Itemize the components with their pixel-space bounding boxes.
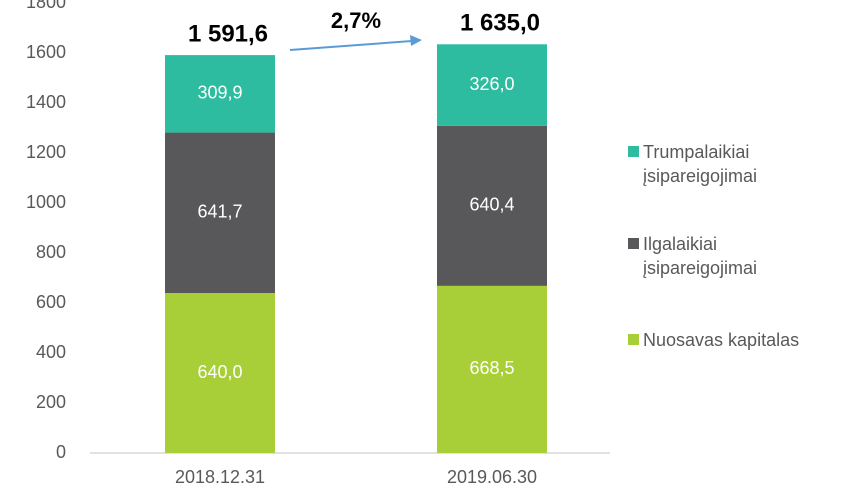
legend-item: Ilgalaikiai įsipareigojimai [628, 232, 843, 280]
x-tick-label: 2019.06.30 [447, 467, 537, 487]
total-label: 1 635,0 [460, 10, 540, 37]
bar-segment [165, 293, 275, 453]
growth-arrow [289, 40, 413, 51]
total-label: 1 591,6 [188, 20, 268, 47]
y-tick-label: 1400 [26, 92, 66, 112]
legend-label: Ilgalaikiai įsipareigojimai [643, 234, 758, 278]
y-tick-label: 600 [36, 292, 66, 312]
bar-segment [437, 125, 547, 286]
bar-segment [437, 44, 547, 126]
y-tick-label: 1600 [26, 42, 66, 62]
bar-segment [165, 132, 275, 293]
legend-swatch [628, 334, 639, 345]
value-label: 326,0 [469, 74, 514, 94]
y-tick-label: 1000 [26, 192, 66, 212]
x-tick-label: 2018.12.31 [175, 467, 265, 487]
value-label: 640,4 [469, 195, 514, 215]
legend-label: Trumpalaikiai įsipareigojimai [643, 142, 758, 186]
bar-segment [437, 285, 547, 453]
value-label: 309,9 [197, 83, 242, 103]
arrow-head [410, 35, 422, 46]
legend-item: Nuosavas kapitalas [628, 328, 843, 352]
y-tick-label: 1200 [26, 142, 66, 162]
y-tick-label: 0 [56, 442, 66, 462]
legend-swatch [628, 146, 639, 157]
legend-item: Trumpalaikiai įsipareigojimai [628, 140, 843, 188]
y-tick-label: 800 [36, 242, 66, 262]
value-label: 640,0 [197, 362, 242, 382]
value-label: 641,7 [197, 202, 242, 222]
bar-segment [165, 55, 275, 133]
legend-label: Nuosavas kapitalas [643, 330, 800, 350]
y-tick-label: 1800 [26, 0, 66, 12]
value-label: 668,5 [469, 358, 514, 378]
y-tick-label: 200 [36, 392, 66, 412]
y-tick-label: 400 [36, 342, 66, 362]
growth-annotation: 2,7% [331, 8, 381, 33]
legend-swatch [628, 238, 639, 249]
